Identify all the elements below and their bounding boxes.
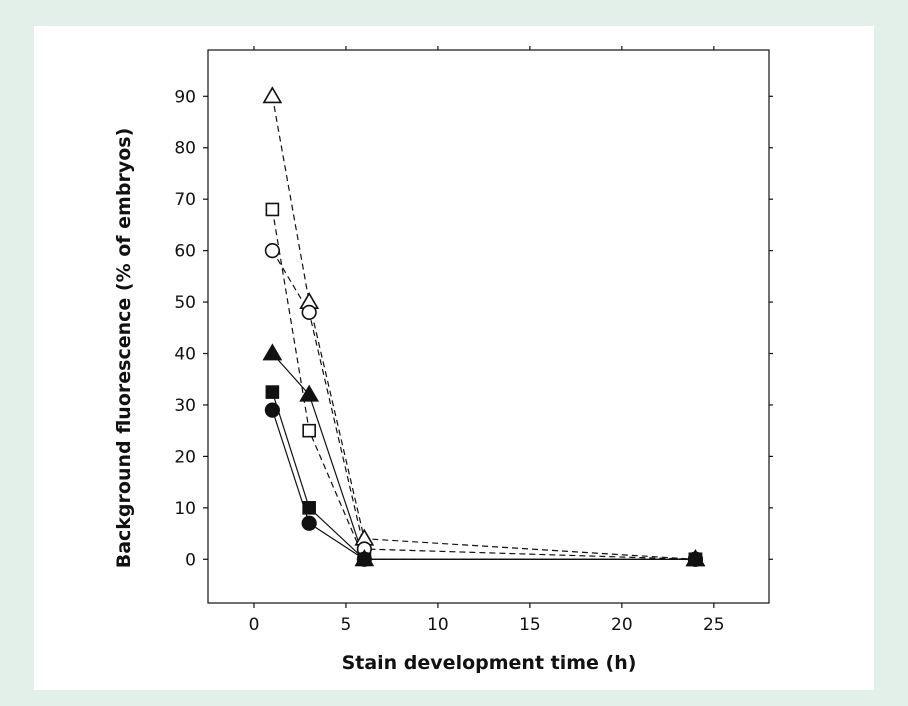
open-square-marker <box>302 423 316 438</box>
x-tick-label: 25 <box>703 615 725 635</box>
filled-triangle-marker <box>299 384 320 402</box>
y-tick-label: 0 <box>185 550 196 570</box>
x-tick-label: 0 <box>249 615 260 635</box>
open-circle-marker <box>301 304 317 320</box>
y-tick-label: 90 <box>174 87 196 107</box>
y-axis-label: Background fluorescence (% of embryos) <box>113 128 135 569</box>
axes <box>203 46 773 608</box>
open-triangle-series-line <box>271 96 696 560</box>
tick-labels: 0 5 10 15 20 25 0 10 20 30 40 50 60 70 80 90 <box>174 87 724 635</box>
y-tick-label: 70 <box>174 190 196 210</box>
y-tick-label: 80 <box>174 139 196 159</box>
y-tick-label: 20 <box>174 447 196 467</box>
chart-panel: 0 5 10 15 20 25 0 10 20 30 40 50 60 70 80 90 Stain deve… <box>34 26 874 690</box>
y-tick-label: 50 <box>174 293 196 313</box>
filled-circle-marker <box>264 402 280 418</box>
open-square-marker <box>265 202 280 217</box>
filled-triangle-series-line <box>271 353 696 560</box>
open-circle-series-line <box>271 250 696 560</box>
open-triangle-marker <box>262 86 283 104</box>
y-tick-label: 40 <box>174 345 196 365</box>
x-tick-label: 10 <box>427 615 449 635</box>
line-chart: 0 5 10 15 20 25 0 10 20 30 40 50 60 70 80 90 Stain deve… <box>113 46 773 674</box>
filled-circle-marker <box>687 551 704 567</box>
x-axis-label: Stain development time (h) <box>342 652 637 674</box>
open-square-series-line <box>271 209 696 560</box>
filled-square-marker <box>302 501 316 515</box>
figure-frame: 0 5 10 15 20 25 0 10 20 30 40 50 60 70 80 90 Stain deve… <box>6 6 902 700</box>
series-markers <box>262 86 706 567</box>
y-tick-label: 30 <box>174 396 196 416</box>
filled-square-marker <box>265 385 280 399</box>
x-tick-label: 20 <box>611 615 633 635</box>
y-tick-label: 10 <box>174 499 196 519</box>
filled-triangle-marker <box>262 343 283 361</box>
plot-frame <box>207 49 770 604</box>
open-circle-marker <box>264 243 280 259</box>
y-tick-label: 60 <box>174 242 196 262</box>
filled-circle-series-line <box>271 409 696 560</box>
filled-circle-marker <box>356 551 372 567</box>
filled-circle-marker <box>301 515 317 531</box>
x-tick-label: 15 <box>519 615 541 635</box>
series-lines <box>271 96 696 560</box>
x-tick-label: 5 <box>341 615 352 635</box>
